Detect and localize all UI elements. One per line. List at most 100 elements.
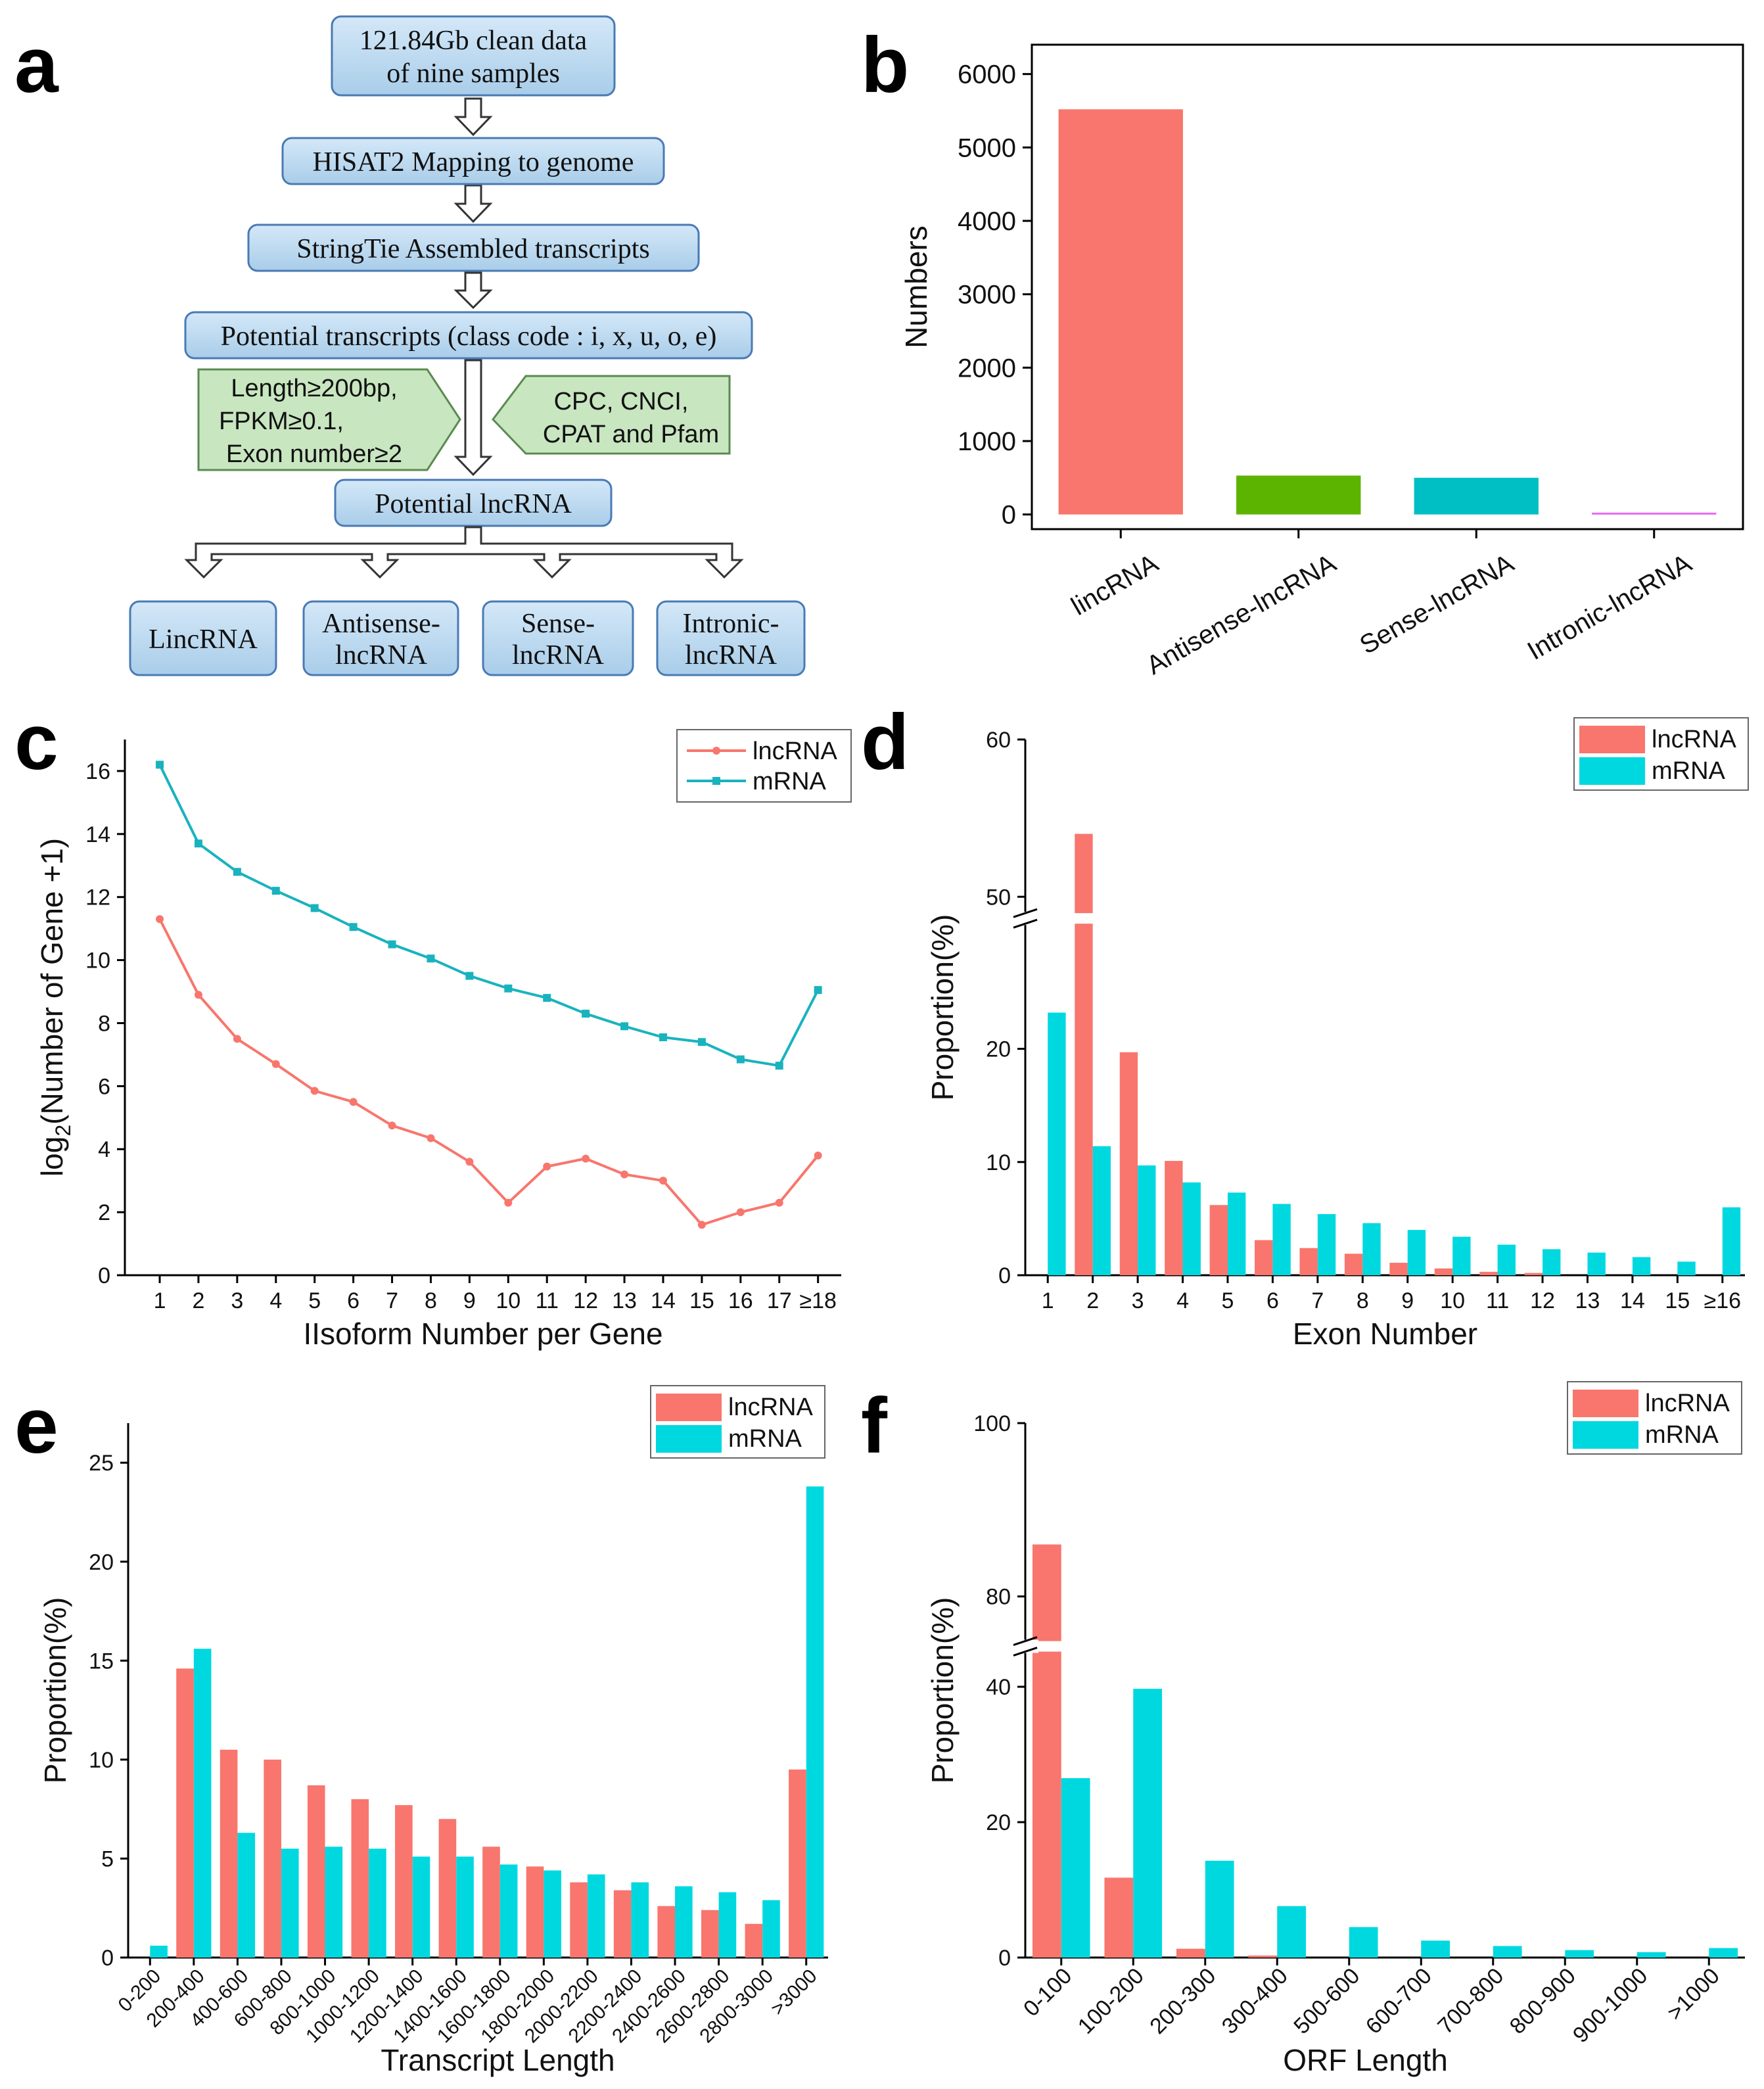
d-bar-mRNA-15	[1677, 1261, 1696, 1275]
c-y-tick-label: 6	[98, 1074, 110, 1099]
c-point-mRNA	[349, 923, 358, 931]
e-bar-mRNA-2000-2200	[587, 1874, 605, 1958]
d-bar-mRNA-4	[1182, 1182, 1201, 1275]
d-bar-mRNA-9	[1407, 1230, 1426, 1275]
f-bar-lncRNA-300-400	[1248, 1955, 1278, 1958]
c-point-mRNA	[504, 984, 513, 993]
c-point-lncRNA	[504, 1198, 513, 1207]
c-x-tick-label: ≥18	[799, 1288, 836, 1313]
f-bar-mRNA->1000	[1709, 1948, 1738, 1958]
b-plot-frame	[1031, 43, 1744, 530]
d-axis-break-mark	[1013, 908, 1038, 918]
b-x-tick-label: lincRNA	[1067, 549, 1163, 622]
c-point-mRNA	[543, 994, 551, 1002]
f-y-tick-label: 20	[986, 1810, 1011, 1835]
c-y-tick-label: 8	[98, 1011, 110, 1036]
f-bar-mRNA-500-600	[1349, 1927, 1378, 1958]
f-legend-swatch-lncRNA	[1573, 1390, 1638, 1417]
c-point-lncRNA	[697, 1221, 706, 1229]
b-bar-lincRNA	[1058, 109, 1183, 515]
c-y-tick-label: 10	[85, 949, 110, 974]
c-series-line-mRNA	[158, 764, 820, 1068]
e-bar-mRNA-1400-1600	[456, 1856, 474, 1958]
flow-filter-left-line3: Exon number≥2	[226, 440, 402, 468]
c-y-tick-label: 4	[98, 1137, 110, 1162]
flow-box-clean-data-line1: 121.84Gb clean data	[360, 26, 588, 56]
c-point-lncRNA	[349, 1098, 358, 1106]
c-y-tick-label: 16	[85, 759, 110, 784]
c-point-mRNA	[194, 839, 202, 848]
c-x-tick-label: 12	[573, 1288, 598, 1313]
d-x-tick-label: 14	[1620, 1288, 1645, 1313]
f-y-axis-title: Proportion(%)	[925, 1597, 960, 1784]
d-x-tick-label: 9	[1401, 1288, 1414, 1313]
f-bar-mRNA-200-300	[1205, 1860, 1234, 1958]
c-point-lncRNA	[582, 1154, 590, 1163]
e-bar-lncRNA-1600-1800	[482, 1846, 500, 1958]
c-point-lncRNA	[775, 1198, 783, 1207]
d-x-tick-label: 12	[1530, 1288, 1555, 1313]
e-bar-lncRNA-1200-1400	[395, 1805, 413, 1958]
c-point-mRNA	[233, 868, 241, 876]
c-legend-marker-lncRNA	[712, 747, 720, 755]
flow-out-lincrna	[129, 600, 277, 676]
flow-box-potential-transcripts	[184, 311, 753, 360]
e-bar-lncRNA-200-400	[176, 1668, 194, 1958]
e-legend-swatch-lncRNA	[656, 1394, 722, 1421]
panel-label-a: a	[14, 21, 59, 109]
d-x-tick-label: 13	[1575, 1288, 1600, 1313]
e-y-tick-label: 15	[89, 1649, 114, 1674]
c-y-tick-label: 0	[98, 1263, 110, 1288]
f-y-tick-label: 100	[973, 1411, 1011, 1436]
f-x-tick-label: 300-400	[1217, 1963, 1293, 2039]
chart-e: 05101520250-200200-400400-600600-800800-…	[38, 1385, 828, 2077]
e-bar-lncRNA-1000-1200	[351, 1799, 369, 1958]
c-point-mRNA	[465, 972, 474, 980]
d-x-tick-label: 5	[1222, 1288, 1234, 1313]
f-y-tick-label: 0	[998, 1946, 1011, 1971]
flow-out-intronic-line1: Intronic-	[683, 609, 779, 639]
c-x-tick-label: 3	[231, 1288, 243, 1313]
flow-out-antisense-line2: lncRNA	[335, 640, 428, 670]
e-legend-label-lncRNA: lncRNA	[728, 1394, 813, 1421]
d-bar-lncRNA-6	[1255, 1240, 1273, 1275]
d-bar-mRNA-7	[1317, 1214, 1336, 1275]
b-y-axis-title: Numbers	[899, 225, 933, 348]
c-x-tick-label: 6	[347, 1288, 360, 1313]
d-bar-mRNA-11	[1497, 1244, 1516, 1275]
d-bar-lncRNA-10	[1434, 1268, 1453, 1275]
d-bar-mRNA-6	[1272, 1204, 1291, 1275]
f-x-axis-title: ORF Length	[1283, 2043, 1448, 2077]
b-bar-Intronic-lncRNA	[1592, 512, 1717, 515]
flow-filter-left	[197, 368, 461, 471]
flow-box-stringtie-label: StringTie Assembled transcripts	[296, 234, 649, 264]
e-bar-mRNA-1800-2000	[544, 1870, 561, 1958]
e-bar-mRNA-200-400	[193, 1649, 212, 1958]
d-bar-lncRNA-8	[1344, 1254, 1363, 1275]
c-point-lncRNA	[310, 1087, 319, 1095]
b-y-tick-label: 6000	[958, 60, 1016, 89]
e-y-tick-label: 20	[89, 1550, 114, 1575]
b-x-tick-label: Intronic-lncRNA	[1523, 549, 1697, 666]
e-bar-lncRNA->3000	[789, 1769, 806, 1958]
f-x-tick-label: 200-300	[1145, 1963, 1220, 2039]
e-bar-lncRNA-2400-2600	[657, 1906, 676, 1958]
c-x-tick-label: 17	[767, 1288, 792, 1313]
d-break-band	[1009, 913, 1729, 924]
panel-label-e: e	[14, 1382, 58, 1470]
d-y-tick-label: 20	[986, 1037, 1011, 1062]
flow-box-clean-data	[331, 15, 616, 97]
f-x-tick-label: 0-100	[1019, 1963, 1077, 2021]
panel-label-b: b	[861, 21, 909, 109]
c-y-tick-label: 12	[85, 885, 110, 910]
e-bar-lncRNA-2600-2800	[701, 1910, 719, 1958]
c-legend-label-mRNA: mRNA	[753, 768, 827, 795]
flow-box-clean-data-line2: of nine samples	[386, 59, 560, 89]
e-bar-lncRNA-400-600	[220, 1749, 238, 1958]
e-legend-swatch-mRNA	[656, 1425, 722, 1453]
d-legend-swatch-lncRNA	[1579, 726, 1645, 753]
f-bar-mRNA-600-700	[1421, 1940, 1451, 1958]
flow-out-sense	[482, 600, 634, 676]
